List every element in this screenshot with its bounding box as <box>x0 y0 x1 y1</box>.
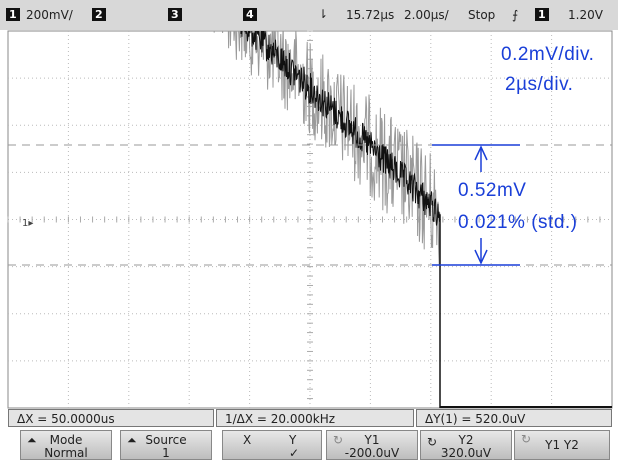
top-bar: 1 200mV/ 2 3 4 ⇂ 15.72µs 2.00µs/ Stop ⨍ … <box>0 0 618 30</box>
key-value: 1 <box>121 447 211 460</box>
delta-y: ΔY(1) = 520.0uV <box>416 409 612 427</box>
key-value: -200.0uV <box>327 447 417 460</box>
time-scale: 2µs/div. <box>505 74 573 96</box>
ch1-marker: 1▸ <box>22 218 33 229</box>
trigger-icon: ⇂ <box>318 7 328 21</box>
delay: 15.72µs <box>346 8 394 22</box>
delta-x: ΔX = 50.0000us <box>8 409 214 427</box>
softkey-y1[interactable]: ↻Y1-200.0uV <box>326 430 418 460</box>
ch2[interactable]: 2 <box>92 8 106 21</box>
key-label: Y1 Y2 <box>545 438 579 452</box>
run-state[interactable]: Stop <box>468 8 495 22</box>
inv-delta-x: 1/ΔX = 20.000kHz <box>216 409 414 427</box>
trig-source: 1 <box>535 8 549 21</box>
ratio: 0.021% (std.) <box>458 212 578 234</box>
key-value: Normal <box>21 447 111 460</box>
delta-voltage: 0.52mV <box>458 180 526 202</box>
ch3[interactable]: 3 <box>168 8 182 21</box>
scope-screen: 1▸ 1 200mV/ 2 3 4 ⇂ 15.72µs 2.00µs/ Stop… <box>0 0 618 460</box>
ch1-scale: 200mV/ <box>26 8 73 22</box>
ch1[interactable]: 1 <box>6 8 20 21</box>
ch4[interactable]: 4 <box>243 8 257 21</box>
softkey-y1y2[interactable]: ↻Y1 Y2 <box>514 430 610 460</box>
key-label: X <box>243 434 251 447</box>
trig-level: 1.20V <box>568 8 603 22</box>
trigger-slope: ⨍ <box>512 8 518 22</box>
timebase: 2.00µs/ <box>404 8 449 22</box>
vertical-scale: 0.2mV/div. <box>501 44 594 66</box>
